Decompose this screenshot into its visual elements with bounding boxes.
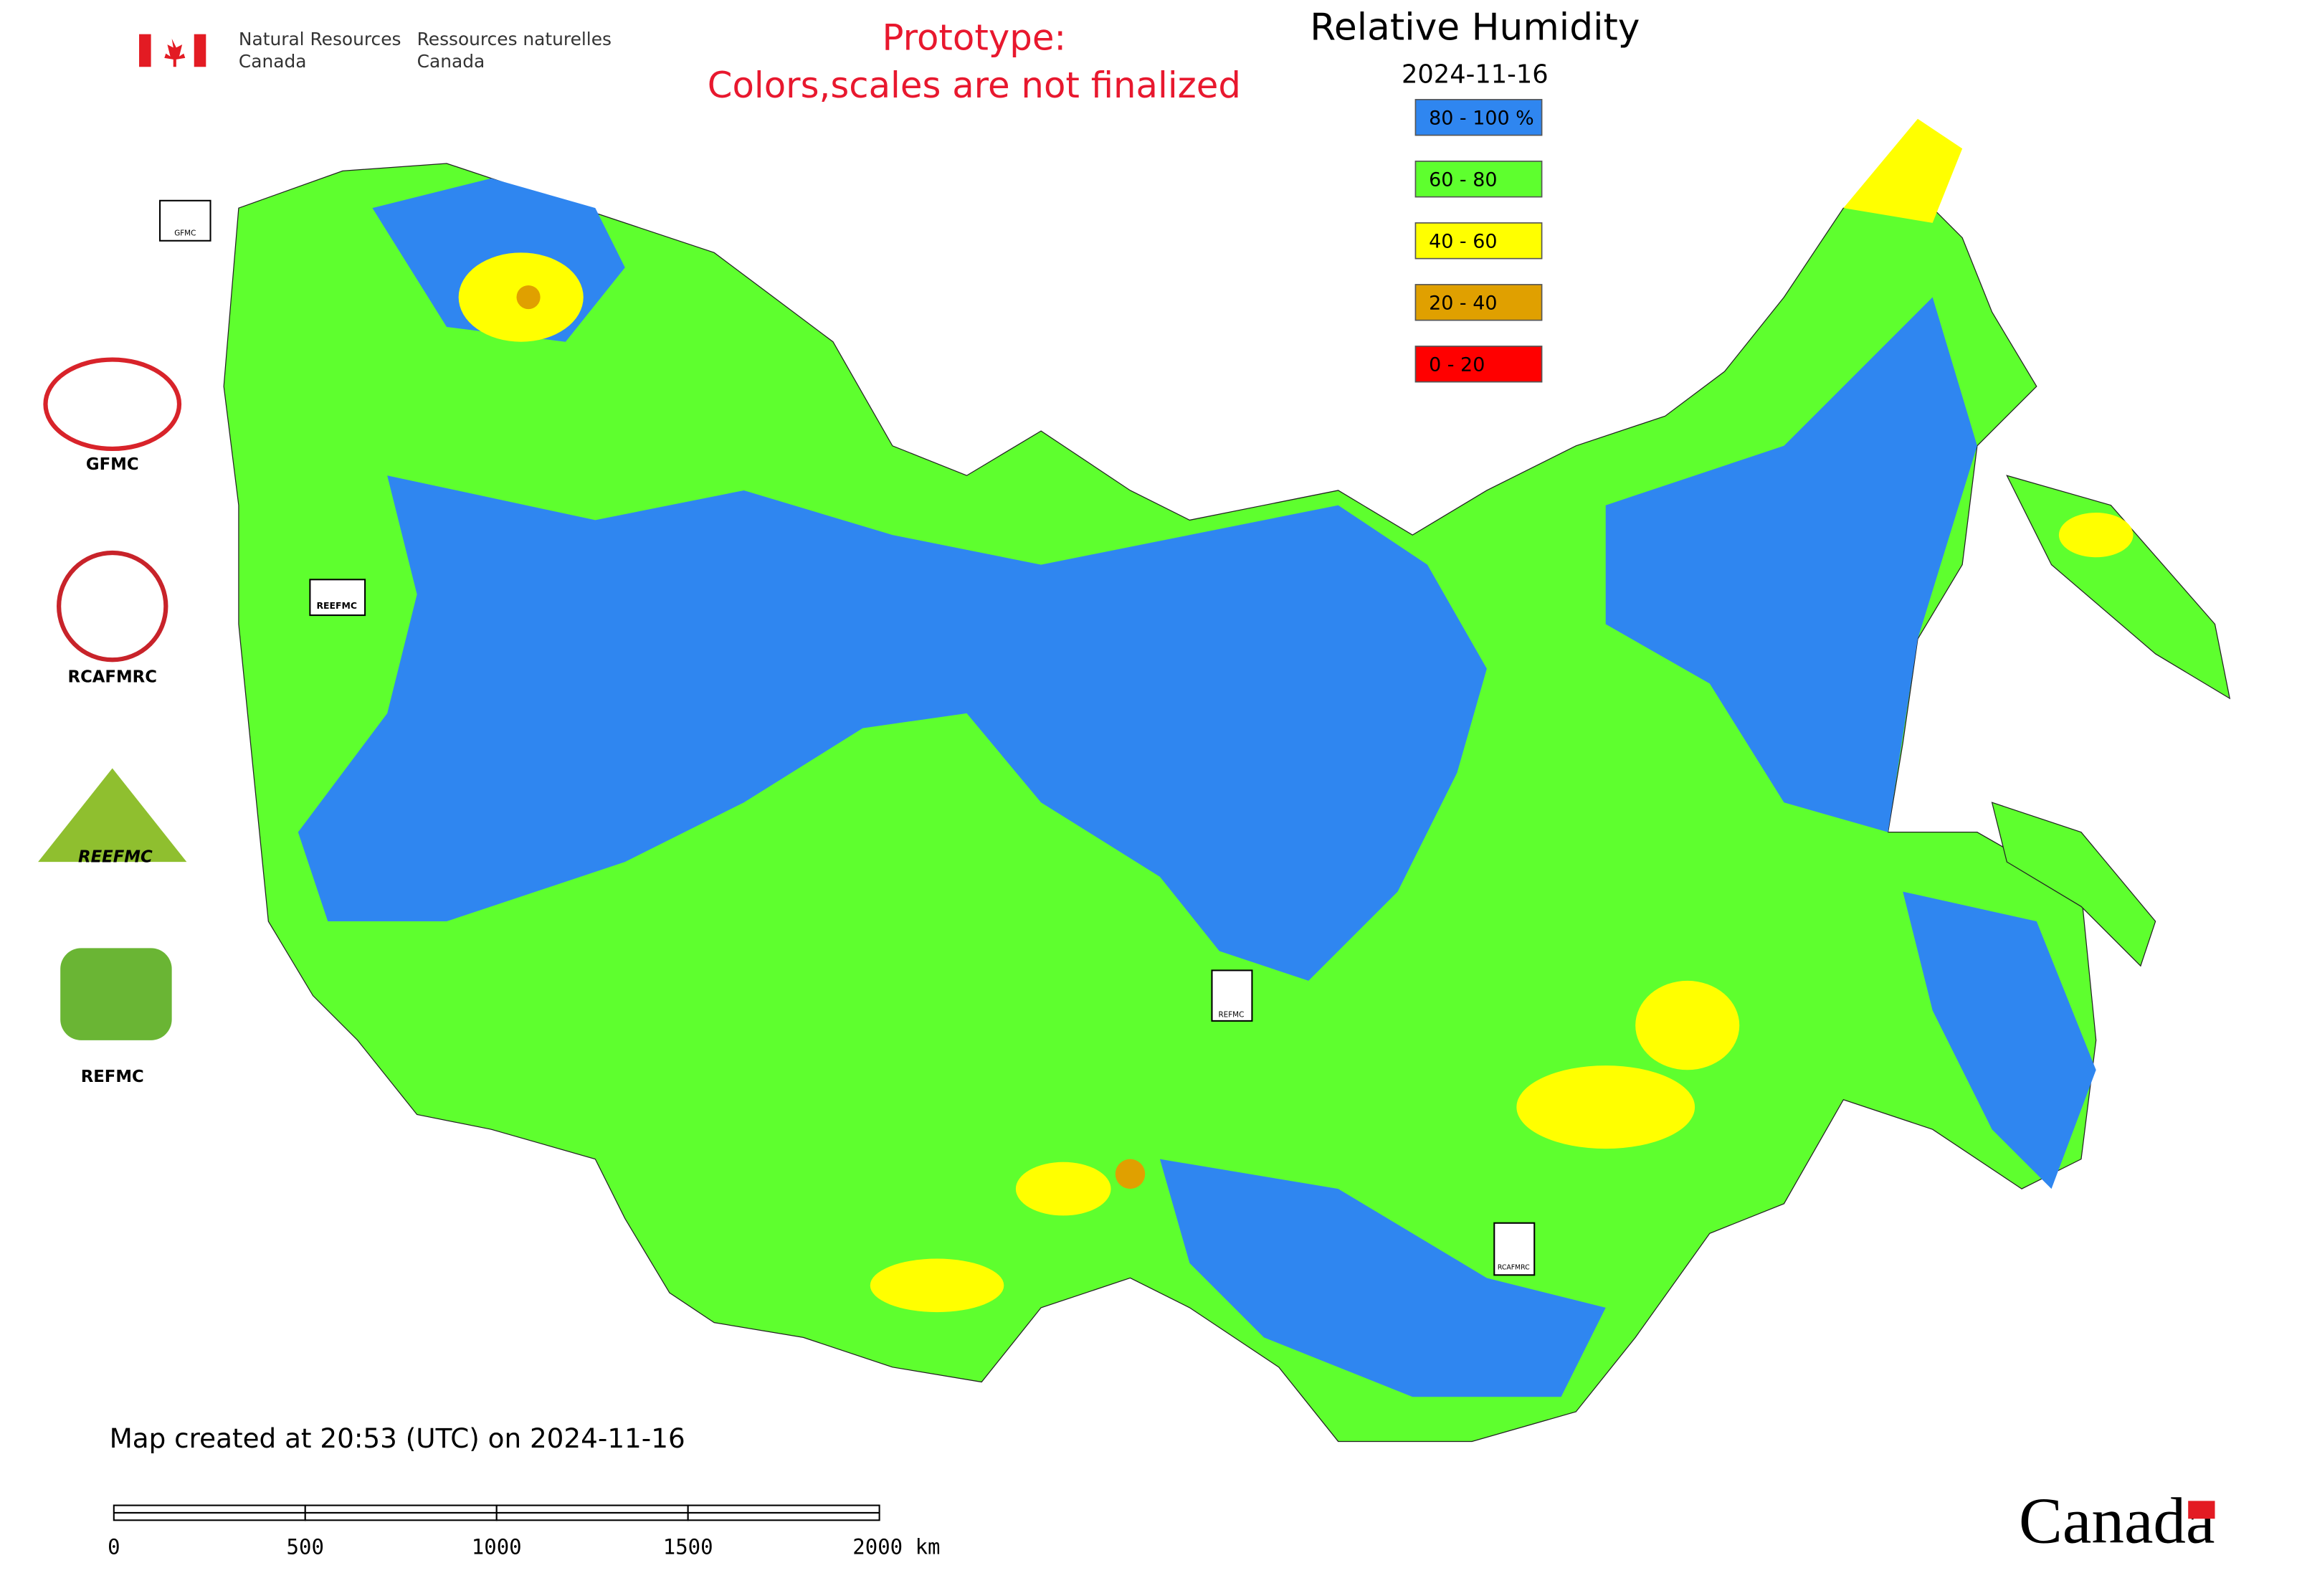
legend-swatch [1414, 346, 1543, 383]
legend-swatch [1414, 161, 1543, 198]
nrcan-signature: Natural Resources Canada Ressources natu… [139, 29, 612, 72]
scale-label: 1500 [663, 1535, 713, 1559]
humidity-zone [1843, 118, 1963, 223]
humidity-zone [1015, 1162, 1111, 1216]
humidity-map [223, 118, 2231, 1443]
canada-wordmark: Canada [2019, 1485, 2215, 1557]
humidity-zone [870, 1258, 1004, 1313]
humidity-zone [298, 475, 1487, 981]
humidity-zone [1903, 891, 2096, 1189]
logo-label: REEFMC [78, 847, 153, 866]
logo-label: RCAFMRC [68, 668, 157, 687]
legend: 80 - 100 % 60 - 80 40 - 60 20 - 40 0 - 20 [1414, 99, 1543, 383]
scale-label: 0 [108, 1535, 120, 1559]
maple-leaf [164, 38, 186, 67]
legend-label: 80 - 100 % [1429, 107, 1534, 129]
humidity-zone [2058, 513, 2134, 558]
legend-swatch [1414, 284, 1543, 321]
legend-label: 60 - 80 [1429, 168, 1497, 191]
rcafmrc-logo [57, 550, 168, 662]
creation-note: Map created at 20:53 (UTC) on 2024-11-16 [110, 1422, 685, 1454]
marker [159, 199, 211, 242]
marker-label: REEFMC [316, 600, 357, 611]
logos: GFMC RCAFMRC REEFMC REFMC [38, 357, 187, 1086]
dept-en: Natural Resources [239, 29, 401, 49]
land-region [2006, 475, 2231, 700]
prototype-notice: Colors,scales are not finalized [708, 65, 1241, 106]
scale-label: 1000 [472, 1535, 522, 1559]
map-markers: GFMC REEFMC REFMC RCAFMRC [159, 199, 1536, 1276]
marker [309, 579, 366, 617]
scale-label: 2000 km [852, 1535, 940, 1559]
map-title: Relative Humidity [1310, 6, 1640, 49]
legend-label: 0 - 20 [1429, 353, 1485, 376]
dept-fr: Canada [417, 51, 485, 72]
flag-bar [194, 34, 206, 67]
legend-label: 20 - 40 [1429, 292, 1497, 314]
legend-label: 40 - 60 [1429, 230, 1497, 252]
logo-label: REFMC [81, 1068, 144, 1086]
humidity-zone [1635, 980, 1740, 1070]
land-region [1991, 802, 2156, 967]
marker-label: GFMC [174, 229, 196, 237]
scale-bar: 0 500 1000 1500 2000 km [108, 1504, 941, 1559]
scale-label: 500 [287, 1535, 324, 1559]
reefmc-logo [38, 768, 187, 863]
humidity-zone [1605, 297, 1977, 832]
humidity-zone [516, 285, 541, 310]
gfmc-logo [43, 357, 182, 452]
legend-swatch [1414, 222, 1543, 260]
dept-en: Canada [239, 51, 307, 72]
marker [1493, 1222, 1536, 1276]
humidity-zone [1115, 1159, 1146, 1189]
refmc-logo [60, 948, 172, 1040]
marker [1211, 969, 1253, 1022]
wordmark-flag [2188, 1501, 2215, 1519]
legend-swatch [1414, 99, 1543, 136]
marker-label: RCAFMRC [1498, 1263, 1530, 1271]
humidity-zone [1516, 1065, 1695, 1149]
marker-label: REFMC [1218, 1011, 1244, 1020]
logo-label: GFMC [86, 455, 139, 474]
flag-bar [139, 34, 151, 67]
map-date: 2024-11-16 [1402, 60, 1549, 90]
dept-fr: Ressources naturelles [417, 29, 612, 49]
prototype-notice: Prototype: [883, 16, 1067, 58]
humidity-zone [1159, 1159, 1606, 1397]
